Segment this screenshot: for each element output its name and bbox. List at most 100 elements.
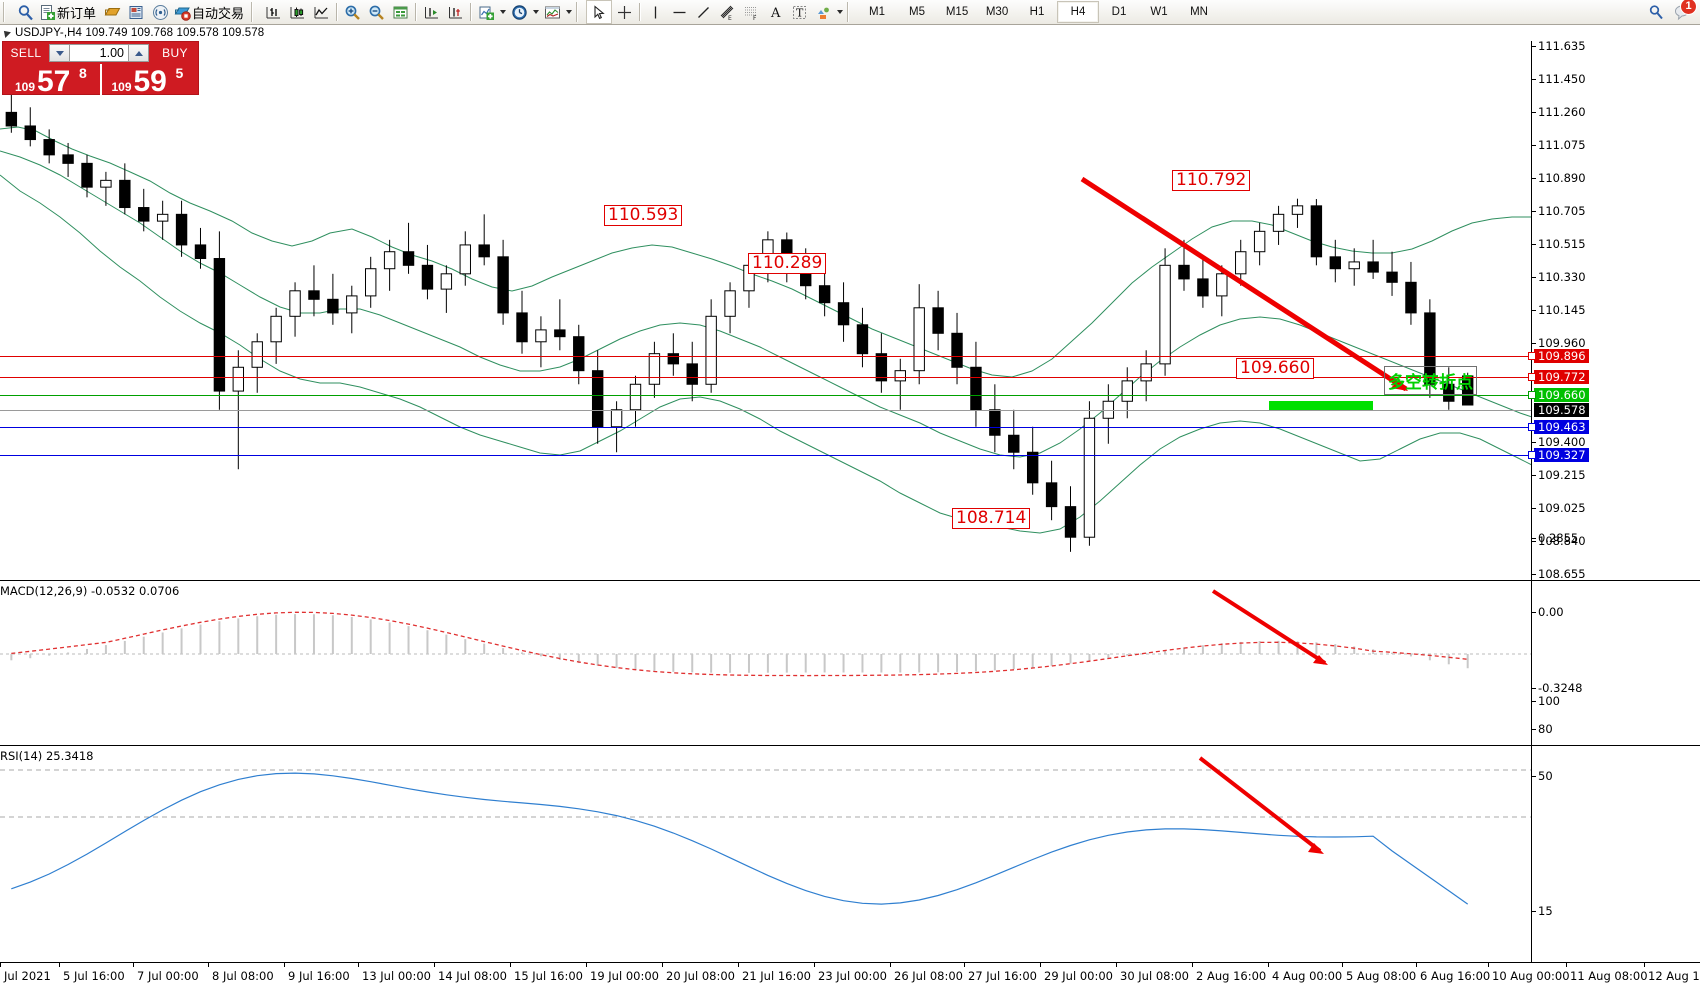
- autoscroll-icon[interactable]: [443, 1, 467, 23]
- candle-chart-icon[interactable]: [285, 1, 309, 23]
- macd-pane[interactable]: MACD(12,26,9) -0.0532 0.0706 0.2855 0.00 -…: [0, 531, 1700, 747]
- label-icon[interactable]: T: [787, 1, 811, 23]
- timeframe-m30[interactable]: M30: [985, 6, 1009, 18]
- data-window-icon[interactable]: [388, 1, 412, 23]
- timeframe-mn[interactable]: MN: [1190, 6, 1208, 18]
- periods-icon[interactable]: [507, 1, 531, 23]
- one-click-trading-panel[interactable]: SELL 1.00 BUY 109 57 8 109 59 5: [2, 41, 199, 97]
- buy-price[interactable]: 109 59 5: [99, 64, 199, 97]
- rsi-axis[interactable]: 100 80 50 15: [1531, 694, 1700, 963]
- candle-body: [5, 111, 18, 127]
- news-icon[interactable]: [124, 1, 148, 23]
- periods-dropdown-icon[interactable]: [531, 3, 540, 21]
- price-axis-tag[interactable]: 109.772: [1534, 370, 1589, 384]
- sell-price-prefix: 109: [15, 80, 36, 94]
- timeframe-m1[interactable]: M1: [869, 6, 886, 18]
- macd-axis[interactable]: 0.2855 0.00 -0.3248: [1531, 531, 1700, 746]
- price-label-108714[interactable]: 108.714: [952, 508, 1031, 529]
- time-axis[interactable]: Jul 2021 5 Jul 16:00 7 Jul 00:00 8 Jul 08:0…: [0, 962, 1700, 986]
- price-pane[interactable]: 110.593 110.289 108.714 110.792 109.660 …: [0, 39, 1700, 581]
- hline-icon[interactable]: [667, 1, 691, 23]
- timeframe-d1[interactable]: D1: [1111, 6, 1127, 18]
- rsi-plot[interactable]: RSI(14) 25.3418: [0, 746, 1532, 963]
- level-drag-handle[interactable]: [1528, 423, 1536, 431]
- price-axis-tag[interactable]: 109.578: [1534, 403, 1589, 417]
- templates-dropdown-icon[interactable]: [564, 3, 573, 21]
- level-drag-handle[interactable]: [1528, 352, 1536, 360]
- templates-icon[interactable]: [540, 1, 564, 23]
- line-chart-icon[interactable]: [309, 1, 333, 23]
- time-tick-label: 11 Aug 08:00: [1570, 969, 1648, 983]
- price-axis-tag[interactable]: 109.896: [1534, 349, 1589, 363]
- price-label-110593[interactable]: 110.593: [604, 205, 683, 226]
- notifications-icon[interactable]: 1: [1670, 0, 1697, 23]
- volume-increase-button[interactable]: [128, 44, 149, 62]
- sell-button[interactable]: SELL: [10, 46, 42, 60]
- time-tick: [208, 963, 209, 967]
- chart-corner-icon: [1, 28, 11, 38]
- sell-price[interactable]: 109 57 8: [3, 64, 100, 97]
- toolbar-grip[interactable]: [3, 2, 10, 22]
- folder-icon[interactable]: [100, 1, 124, 23]
- price-axis-tag[interactable]: 109.463: [1534, 420, 1589, 434]
- toolbar-grip-2[interactable]: [251, 2, 259, 22]
- price-label-110289[interactable]: 110.289: [748, 253, 827, 274]
- price-plot[interactable]: 110.593 110.289 108.714 110.792 109.660 …: [0, 41, 1532, 580]
- candle-body: [724, 290, 736, 317]
- search-symbol-icon[interactable]: [13, 1, 37, 23]
- bar-chart-icon[interactable]: [261, 1, 285, 23]
- text-annotation-turning-point[interactable]: 多空转折点: [1384, 366, 1477, 395]
- toolbar-grip-3[interactable]: [576, 2, 584, 22]
- volume-stepper[interactable]: 1.00: [49, 44, 149, 62]
- rsi-trendline-arrow: [1308, 843, 1324, 854]
- level-line-109463[interactable]: [0, 427, 1532, 428]
- rsi-tick-label: 50: [1538, 769, 1553, 783]
- volume-decrease-button[interactable]: [49, 44, 70, 62]
- shapes-dropdown-icon[interactable]: [835, 3, 844, 21]
- price-tick: [1532, 46, 1536, 47]
- price-axis-tag[interactable]: 109.327: [1534, 448, 1589, 462]
- candle-body: [989, 409, 1001, 436]
- mt4-chart-window: 新订单 自动交易: [0, 0, 1700, 944]
- price-axis[interactable]: 111.635 111.450 111.260 111.075 110.890 110.7…: [1528, 39, 1700, 581]
- buy-button[interactable]: BUY: [162, 46, 188, 60]
- timeframe-m15[interactable]: M15: [945, 6, 969, 18]
- fibonacci-icon[interactable]: F: [739, 1, 763, 23]
- indicators-dropdown-icon[interactable]: [498, 3, 507, 21]
- trendline-icon[interactable]: [691, 1, 715, 23]
- level-line-109327[interactable]: [0, 455, 1532, 456]
- candle-body: [402, 251, 415, 266]
- vline-icon[interactable]: [643, 1, 667, 23]
- text-icon[interactable]: A: [763, 1, 787, 23]
- timeframe-h4[interactable]: H4: [1057, 1, 1100, 23]
- rsi-pane[interactable]: RSI(14) 25.3418 100 80 50 15: [0, 694, 1700, 963]
- level-line-109772[interactable]: [0, 377, 1532, 378]
- level-drag-handle[interactable]: [1528, 391, 1536, 399]
- price-axis-tag[interactable]: 109.660: [1534, 388, 1589, 402]
- new-order-button[interactable]: 新订单: [37, 1, 100, 23]
- volume-input[interactable]: 1.00: [70, 44, 128, 62]
- macd-plot[interactable]: MACD(12,26,9) -0.0532 0.0706: [0, 581, 1532, 746]
- level-drag-handle[interactable]: [1528, 373, 1536, 381]
- cursor-icon[interactable]: [586, 0, 613, 24]
- autotrading-button[interactable]: 自动交易: [172, 1, 248, 23]
- equidistant-channel-icon[interactable]: E: [715, 1, 739, 23]
- price-label-109660-chart[interactable]: 109.660: [1236, 358, 1315, 379]
- broadcast-icon[interactable]: [148, 1, 172, 23]
- timeframe-h1[interactable]: H1: [1029, 6, 1045, 18]
- zoom-in-icon[interactable]: [340, 1, 364, 23]
- timeframe-m5[interactable]: M5: [909, 6, 926, 18]
- chart-area[interactable]: 110.593 110.289 108.714 110.792 109.660 …: [0, 39, 1700, 986]
- shapes-icon[interactable]: [811, 1, 835, 23]
- search-icon[interactable]: [1644, 1, 1668, 23]
- level-line-109896[interactable]: [0, 356, 1532, 357]
- level-drag-handle[interactable]: [1528, 451, 1536, 459]
- toolbar-grip-4[interactable]: [847, 2, 855, 22]
- timeframe-w1[interactable]: W1: [1150, 6, 1168, 18]
- price-label-110792[interactable]: 110.792: [1172, 170, 1251, 191]
- shift-end-icon[interactable]: [419, 1, 443, 23]
- indicators-icon[interactable]: [474, 1, 498, 23]
- level-line-109660[interactable]: [0, 395, 1532, 396]
- crosshair-icon[interactable]: [612, 1, 636, 23]
- zoom-out-icon[interactable]: [364, 1, 388, 23]
